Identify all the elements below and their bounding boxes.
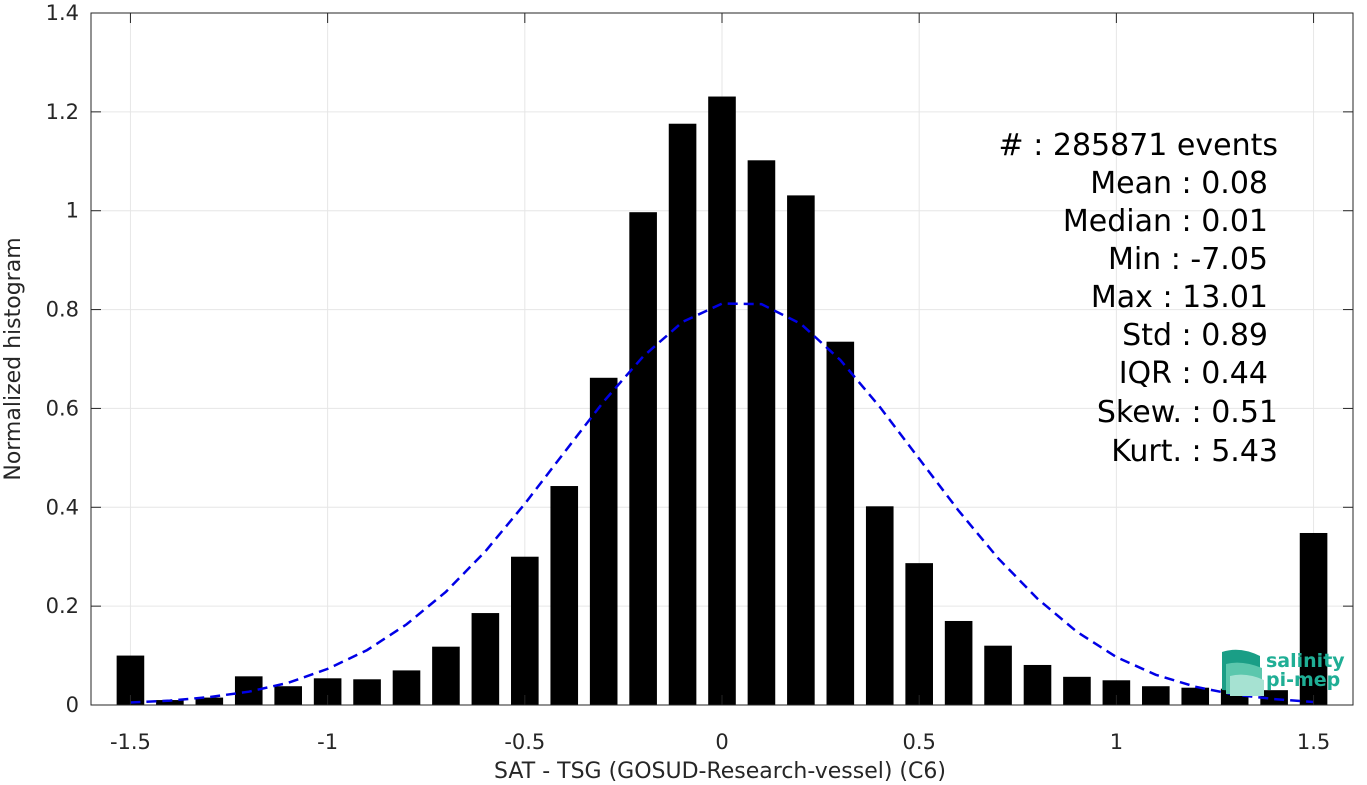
- statistics-annotation: # : 285871 events Mean : 0.08 Median : 0…: [999, 128, 1278, 469]
- y-tick-label: 0.8: [46, 298, 79, 322]
- gaussian-fit-curve: [130, 302, 1314, 704]
- histogram-bar: [1142, 686, 1170, 705]
- axis-ticks: [91, 12, 1353, 706]
- histogram-bar: [589, 377, 618, 705]
- histogram-bar: [1063, 676, 1091, 705]
- x-tick-label: 1: [1110, 730, 1123, 754]
- histogram-bar: [353, 679, 381, 705]
- y-axis-label: Normalized histogram: [1, 237, 26, 480]
- stat-events: # : 285871 events: [999, 128, 1278, 163]
- x-tick-label: -1: [317, 730, 338, 754]
- stat-skew: Skew. : 0.51: [1097, 395, 1278, 430]
- x-tick-label: 1.5: [1297, 730, 1330, 754]
- histogram-bar: [787, 195, 815, 706]
- histogram-bar: [1023, 664, 1052, 705]
- stat-iqr: IQR : 0.44: [1119, 356, 1268, 391]
- stat-mean: Mean : 0.08: [1090, 166, 1268, 201]
- y-tick-label: 1.4: [46, 1, 79, 25]
- histogram-bar: [944, 620, 973, 705]
- x-tick-label: 0.5: [902, 730, 935, 754]
- x-tick-labels: -1.5 -1 -0.5 0 0.5 1 1.5: [110, 730, 1330, 754]
- stat-std: Std : 0.89: [1122, 318, 1268, 353]
- histogram-bar: [274, 686, 302, 705]
- x-tick-label: 0: [715, 730, 728, 754]
- histogram-bar: [392, 670, 421, 705]
- y-tick-label: 1.2: [46, 100, 79, 124]
- histogram-bar: [629, 212, 657, 705]
- x-tick-label: -0.5: [504, 730, 545, 754]
- logo-text-salinity: salinity: [1266, 650, 1345, 672]
- histogram-bar: [550, 486, 579, 705]
- histogram-bar: [984, 645, 1012, 705]
- y-tick-label: 0: [66, 693, 79, 717]
- histogram-bar: [1299, 532, 1328, 705]
- wave-logo-icon: [1222, 649, 1264, 696]
- histogram-bar: [865, 506, 894, 705]
- histogram-bars: [116, 96, 1328, 706]
- y-tick-label: 0.6: [46, 396, 79, 420]
- y-tick-label: 0.2: [46, 594, 79, 618]
- histogram-bar: [747, 160, 776, 706]
- histogram-bar: [511, 556, 539, 705]
- salinity-pimep-logo: salinity pi-mep: [1222, 649, 1345, 696]
- y-tick-label: 1: [66, 199, 79, 223]
- histogram-bar: [1260, 690, 1288, 705]
- histogram-bar: [826, 341, 855, 705]
- y-tick-label: 0.4: [46, 495, 79, 519]
- y-tick-labels: 0 0.2 0.4 0.6 0.8 1 1.2 1.4: [46, 1, 79, 717]
- stat-median: Median : 0.01: [1063, 204, 1268, 239]
- stat-max: Max : 13.01: [1091, 280, 1268, 315]
- histogram-bar: [668, 123, 697, 706]
- histogram-bar: [708, 96, 736, 705]
- histogram-bar: [905, 563, 933, 705]
- histogram-bar: [156, 700, 184, 705]
- histogram-bar: [195, 697, 224, 705]
- histogram-bar: [432, 646, 460, 705]
- stat-kurt: Kurt. : 5.43: [1111, 434, 1278, 469]
- x-tick-label: -1.5: [110, 730, 151, 754]
- stat-min: Min : -7.05: [1108, 242, 1268, 277]
- histogram-bar: [1181, 687, 1210, 705]
- x-axis-label: SAT - TSG (GOSUD-Research-vessel) (C6): [494, 759, 946, 784]
- histogram-bar: [471, 613, 500, 705]
- logo-text-pimep: pi-mep: [1266, 669, 1340, 691]
